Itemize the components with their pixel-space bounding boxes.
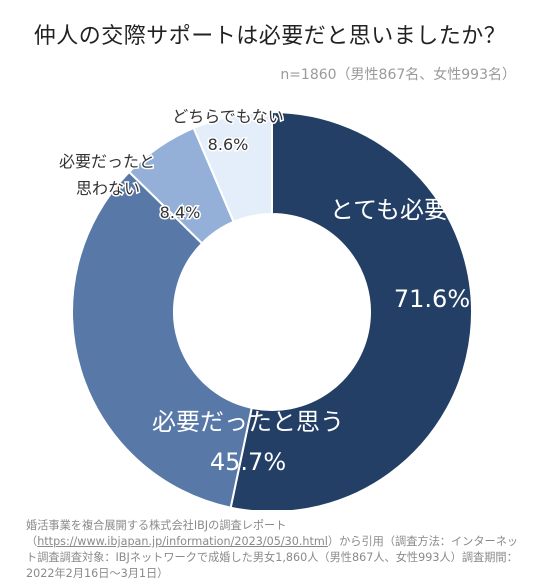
slice-4 [192, 110, 273, 224]
source-text-1: 婚活事業を複合展開する株式会社IBJの調査レポート（ [26, 519, 287, 548]
slice-label-4-line-1: どちらでもない [172, 107, 284, 126]
slice-label-1-line-2: と思う [460, 231, 532, 259]
slice-value-1: 71.6% [394, 285, 470, 313]
slice-label-2-line-1: 必要だったと思う [152, 408, 344, 436]
slice-label-1-line-1: とても必要だった [330, 196, 520, 224]
slice-label-3-line-1: 必要だったと [59, 152, 155, 171]
chart-subtitle: n=1860（男性867名、女性993名） [280, 67, 516, 83]
source-note: 婚活事業を複合展開する株式会社IBJの調査レポート（https://www.ib… [26, 518, 522, 582]
slice-label-3-line-2: 思わない [76, 179, 140, 198]
slice-value-4: 8.6% [208, 135, 249, 154]
slice-value-2: 45.7% [210, 448, 286, 476]
source-link[interactable]: https://www.ibjapan.jp/information/2023/… [37, 535, 328, 548]
slice-2 [71, 170, 253, 509]
slice-value-3: 8.4% [160, 203, 201, 222]
chart-title: 仲人の交際サポートは必要だと思いましたか？ [33, 24, 507, 49]
slice-1 [229, 110, 473, 510]
